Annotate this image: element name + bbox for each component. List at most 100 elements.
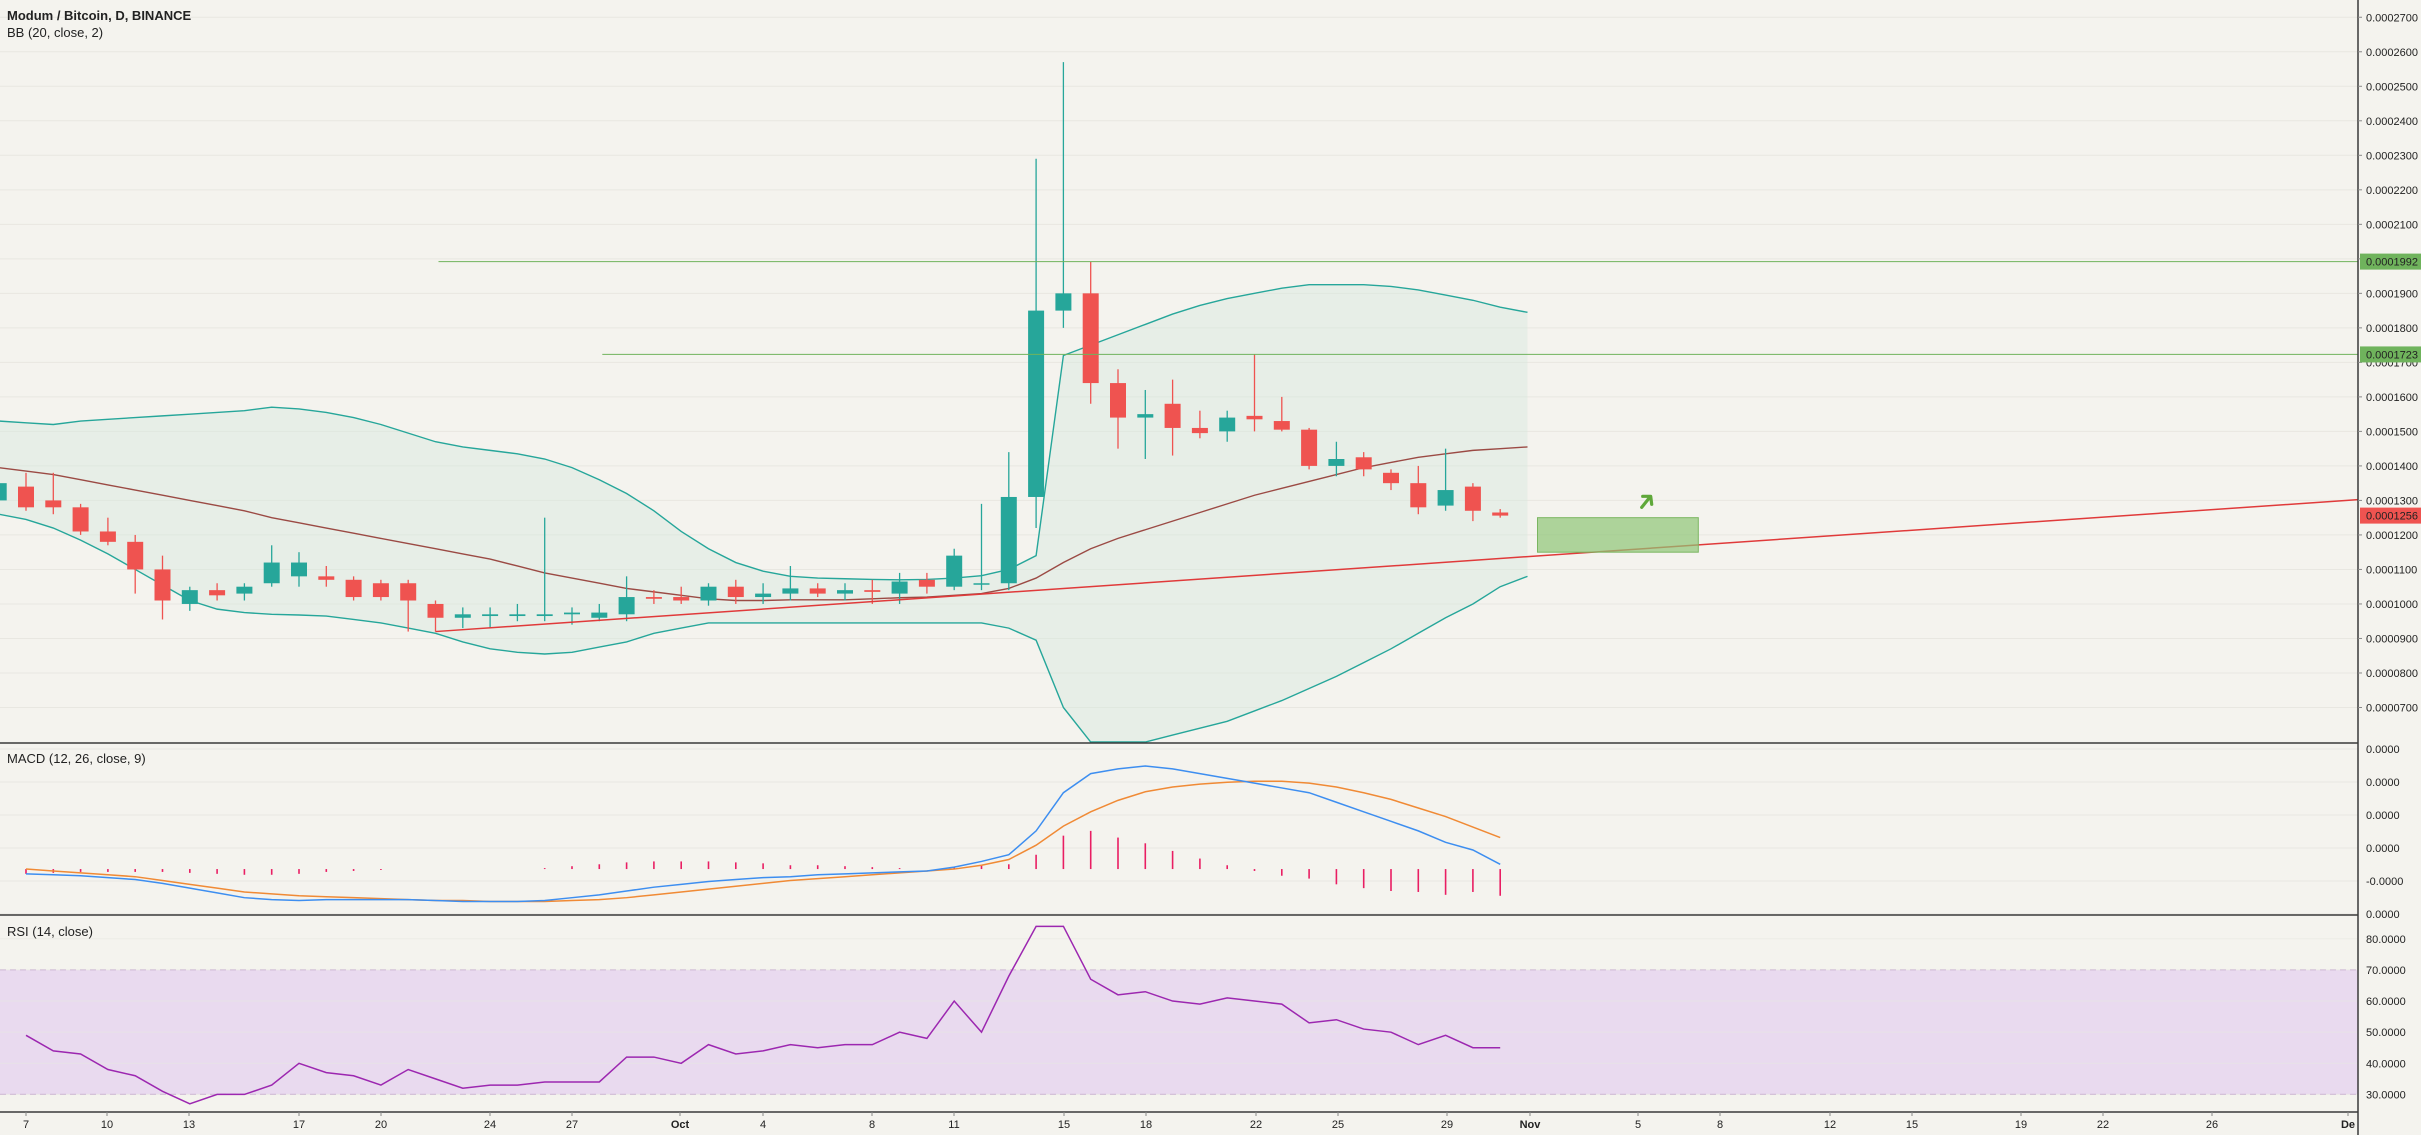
candle[interactable] [891,572,908,604]
candle[interactable] [0,469,7,514]
candle-body [372,583,389,598]
time-scale[interactable]: 7 10 13 17 20 24 27 Oct 4 8 11 15 18 22 25 29 Nov 5 8 12 15 1… [23,1112,2355,1131]
candle-body [1219,417,1236,432]
macd-series[interactable] [25,765,1501,903]
candle[interactable] [837,583,853,601]
candle[interactable] [509,603,526,622]
candle[interactable] [1055,62,1072,328]
rsi-line [25,925,1501,1105]
rsi-series[interactable] [25,925,1501,1105]
candle[interactable] [755,583,772,604]
candle[interactable] [1219,410,1236,442]
candle[interactable] [1028,158,1045,529]
candle[interactable] [1137,389,1154,460]
candle[interactable] [345,576,362,601]
candle[interactable] [99,517,116,546]
candle[interactable] [1437,448,1454,511]
candle-body [0,483,7,501]
candle[interactable] [482,607,499,629]
candle[interactable] [618,576,635,622]
candle[interactable] [700,583,717,606]
candle[interactable] [127,534,144,594]
candle[interactable] [372,579,389,601]
macd-line [25,765,1501,903]
candle[interactable] [1164,379,1181,456]
candle[interactable] [263,545,280,587]
candle[interactable] [946,548,963,591]
bb-indicator-label[interactable]: BB (20, close, 2) [7,25,103,40]
candle[interactable] [809,583,826,598]
candle-body [1383,472,1399,484]
symbol-title[interactable]: Modum / Bitcoin, D, BINANCE [7,8,191,23]
macd-scale[interactable]: 0.0000 0.0000 0.0000 0.0000 -0.0000 0.0000 [2366,744,2403,921]
candle[interactable] [209,583,226,601]
price-scale[interactable]: 0.0002700 0.0002600 0.0002500 0.0002400 0.00… [2358,12,2421,714]
up-arrow-icon [1640,494,1654,509]
candle[interactable] [454,607,471,629]
time-tick-label: 17 [293,1119,305,1131]
candle[interactable] [536,517,553,622]
price-gridlines [0,16,2358,708]
macd-tick-label: 0.0000 [2366,843,2400,855]
candle[interactable] [918,572,935,594]
candle[interactable] [1273,396,1290,432]
candle[interactable] [1301,427,1318,470]
price-tag: 0.0001992 [2360,253,2421,270]
candle-body [72,507,89,532]
rsi-indicator-label[interactable]: RSI (14, close) [7,924,93,939]
candle-body [755,593,772,598]
candle[interactable] [291,552,307,587]
macd-signal-line [25,780,1501,903]
candle[interactable] [782,565,799,601]
candle[interactable] [427,600,444,632]
candle[interactable] [645,590,662,604]
candle[interactable] [864,579,881,604]
candle-body [1028,310,1045,497]
candlestick-series[interactable] [0,62,1509,632]
candle-body [1000,496,1017,584]
rsi-scale[interactable]: 80.0000 70.0000 60.0000 50.0000 40.0000 30.00… [2366,934,2406,1102]
candle[interactable] [1328,441,1345,477]
candle[interactable] [1464,483,1481,522]
macd-tick-label: 0.0000 [2366,744,2400,756]
candle-body [1437,490,1454,506]
candle[interactable] [45,472,62,515]
candle[interactable] [1000,452,1017,591]
price-tick-label: 0.0000900 [2366,633,2418,645]
candle[interactable] [400,579,417,632]
candle[interactable] [72,503,89,535]
candle[interactable] [673,586,690,604]
rsi-tick-label: 40.0000 [2366,1058,2406,1070]
candle-body [127,541,144,570]
candle-body [1301,429,1318,466]
candle[interactable] [591,603,608,622]
rsi-gridlines [0,938,2358,1095]
candle[interactable] [1191,410,1208,439]
candle[interactable] [236,583,253,601]
candle-body [454,614,471,618]
time-tick-label: 4 [760,1119,766,1131]
price-tag-bg [2360,253,2421,270]
candle-body [509,614,526,617]
candle[interactable] [18,472,34,511]
candle[interactable] [1082,261,1099,404]
candle[interactable] [1246,354,1263,432]
drawing-annotations[interactable] [435,261,2359,633]
candle[interactable] [1410,465,1427,515]
candle[interactable] [973,503,990,591]
price-tick-label: 0.0001300 [2366,495,2418,507]
candle[interactable] [1383,469,1399,491]
support-trend-line [435,498,2359,633]
candle[interactable] [1355,452,1372,477]
candle[interactable] [1492,509,1509,518]
time-tick-label: 8 [1717,1119,1723,1131]
time-tick-label: 24 [484,1119,496,1131]
candle[interactable] [154,555,171,620]
macd-indicator-label[interactable]: MACD (12, 26, close, 9) [7,751,146,766]
candle[interactable] [181,586,198,611]
candle[interactable] [318,565,335,587]
candle[interactable] [727,579,744,604]
candle[interactable] [1110,369,1126,449]
